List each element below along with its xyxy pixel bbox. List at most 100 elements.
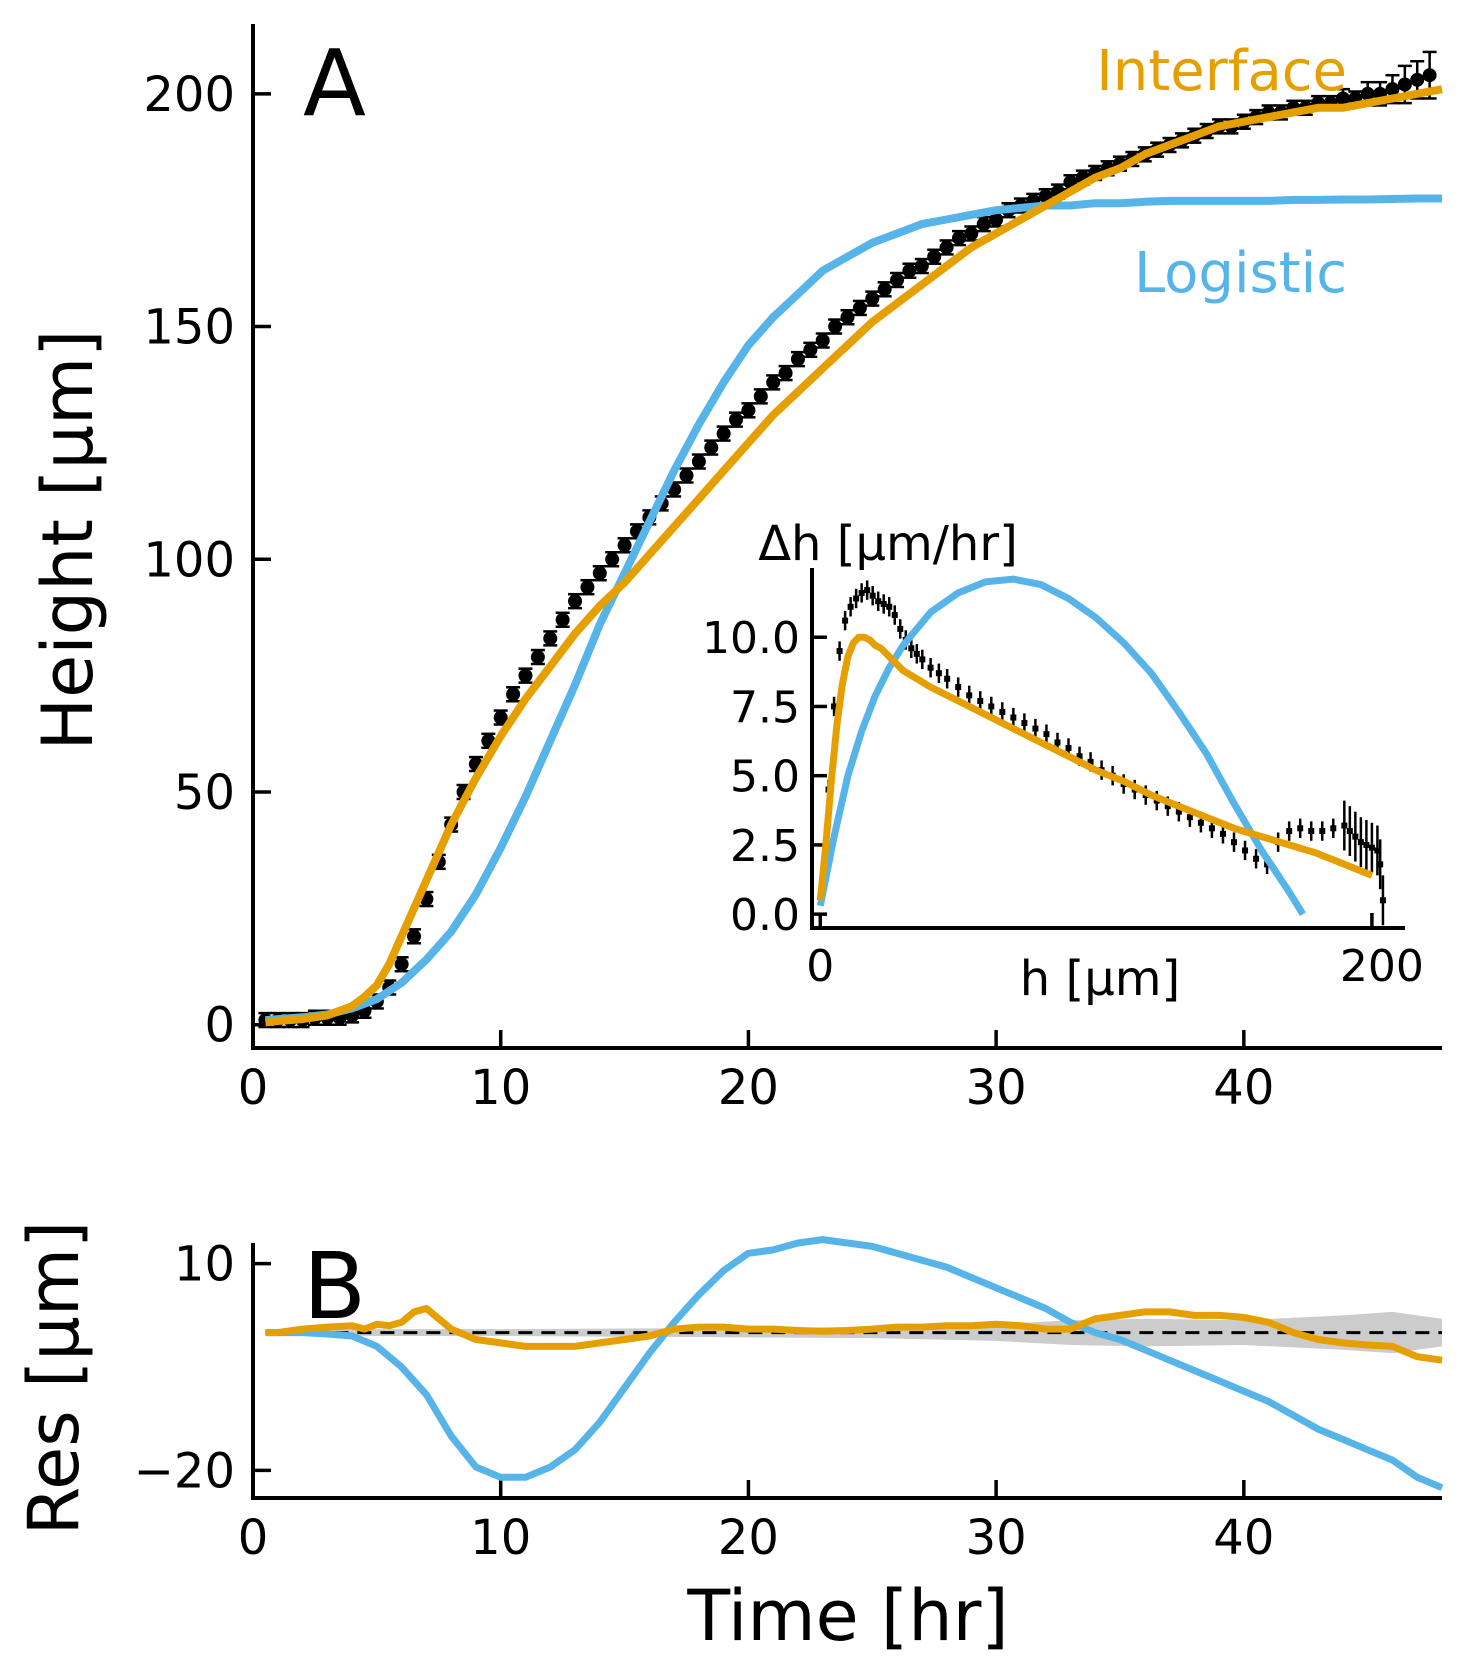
panel-a-x-tick-label: 40 [1213, 1060, 1274, 1116]
panel-a-x-tick-label: 0 [238, 1060, 269, 1116]
panel-b-x-tick-label: 0 [238, 1510, 269, 1566]
panel-a-data-point [394, 957, 409, 972]
inset-data-point [836, 648, 843, 655]
panel-a-data-point [555, 612, 570, 627]
inset-y-tick-label: 2.5 [730, 821, 800, 872]
inset-data-point [897, 625, 904, 632]
inset-data-point [1379, 897, 1386, 904]
inset-data-point [1208, 825, 1215, 832]
inset-data-point [853, 595, 860, 602]
panel-a-data-point [407, 929, 422, 944]
inset-data-point [1341, 822, 1348, 829]
panel-a-inset: 0 200 0.0 2.5 5.0 7.5 10.0 Δh [μm/hr] h [μm] [702, 516, 1424, 1007]
panel-b-y-axis-label: Res [μm] [13, 1221, 95, 1536]
panel-b-axes [251, 1243, 1442, 1500]
panel-a-data-point [828, 319, 843, 334]
panel-a-data-point [778, 366, 793, 381]
inset-data-point [1377, 861, 1384, 868]
panel-a-data-point [493, 710, 508, 725]
inset-axes [810, 568, 1405, 930]
panel-a-y-axis-label: Height [μm] [27, 330, 109, 751]
inset-data-point [955, 684, 962, 691]
inset-data-point [1374, 847, 1381, 854]
inset-data-point [999, 709, 1006, 715]
inset-y-axis-label: Δh [μm/hr] [758, 516, 1018, 572]
inset-data-point [1076, 753, 1083, 760]
inset-data-point [1352, 833, 1359, 840]
logistic-label: Logistic [1134, 241, 1347, 306]
panel-a-data-point [704, 440, 719, 455]
inset-data-point [847, 603, 854, 610]
inset-data-point [1242, 847, 1249, 854]
inset-interface-line [816, 633, 1374, 901]
inset-data-point [886, 603, 893, 610]
panel-a-data-point [580, 580, 595, 595]
inset-data-point [1253, 855, 1260, 862]
panel-b-x-tick-label: 20 [718, 1510, 779, 1566]
inset-data-point [1164, 803, 1171, 810]
panel-a-data-point [989, 212, 1004, 227]
panel-a-data-point [790, 352, 805, 367]
panel-a-data-point [518, 668, 533, 683]
panel-a-data-point [976, 217, 991, 232]
panel-a-interface-line [264, 85, 1443, 1027]
panel-a-data-point [815, 333, 830, 348]
inset-data-point [977, 697, 984, 704]
panel-b-y-tick-label: −20 [134, 1443, 235, 1499]
panel-a-data-point [840, 310, 855, 325]
panel-a-data-point [506, 687, 521, 702]
inset-data-point [1297, 825, 1304, 832]
panel-a-y-tick-label: 0 [204, 998, 235, 1054]
panel-a-data-point [1335, 91, 1350, 106]
panel-a-y-tick-label: 100 [143, 532, 235, 588]
inset-data-point [1363, 841, 1370, 848]
panel-a-data-point [852, 300, 867, 315]
inset-data-point [842, 617, 849, 624]
inset-data-point [1010, 714, 1017, 721]
inset-data-point [1054, 739, 1061, 746]
panel-a-data-point [877, 282, 892, 297]
panel-a-x-tick-label: 10 [470, 1060, 531, 1116]
inset-data-point [1346, 828, 1353, 835]
inset-data-point [1065, 745, 1072, 751]
inset-data-point [1032, 725, 1039, 732]
panel-b-x-tick-label: 10 [470, 1510, 531, 1566]
interface-label: Interface [1096, 39, 1347, 104]
panel-a-data-point [964, 226, 979, 241]
inset-data-point [1230, 839, 1237, 846]
inset-x-tick-label: 0 [806, 941, 834, 992]
panel-a-data-point [927, 249, 942, 264]
panel-b-interface-line [265, 1305, 1443, 1364]
inset-data-point [1197, 819, 1204, 826]
panel-a-data-point [803, 342, 818, 357]
inset-data-point [988, 703, 995, 710]
panel-a-data-point [1397, 77, 1412, 92]
panel-a-y-tick-label: 200 [143, 67, 235, 123]
panel-a-data-point [716, 426, 731, 441]
panel-a-data-point [951, 231, 966, 246]
panel-a-data-point [617, 538, 632, 553]
inset-data-point [1319, 828, 1326, 835]
inset-data-point [1308, 828, 1315, 835]
inset-data-point [913, 650, 920, 657]
panel-b-y-tick-label: 10 [174, 1237, 235, 1293]
panel-b-logistic-line [265, 1236, 1444, 1491]
panel-a-data-point [543, 631, 558, 646]
inset-data-point [1357, 839, 1364, 846]
panel-a-data-point [766, 375, 781, 390]
panel-a-data-point [530, 650, 545, 665]
panel-b-x-tick-label: 30 [966, 1510, 1027, 1566]
inset-data-point [935, 670, 942, 677]
inset-data-point [880, 601, 887, 607]
panel-a-data-point [1410, 72, 1425, 87]
panel-a-data-point [902, 263, 917, 278]
panel-b-letter: B [303, 1233, 366, 1340]
panel-a-data-point [939, 240, 954, 255]
inset-data-point [944, 675, 951, 682]
panel-a-data-point [679, 468, 694, 483]
panel-a: 0 10 20 30 40 0 50 100 150 200 Height [μm] A Interfa… [27, 24, 1443, 1116]
inset-data-point [858, 589, 865, 596]
inset-data-point [1330, 825, 1337, 832]
panel-a-data-point [865, 291, 880, 306]
panel-a-data-point [1422, 68, 1437, 83]
